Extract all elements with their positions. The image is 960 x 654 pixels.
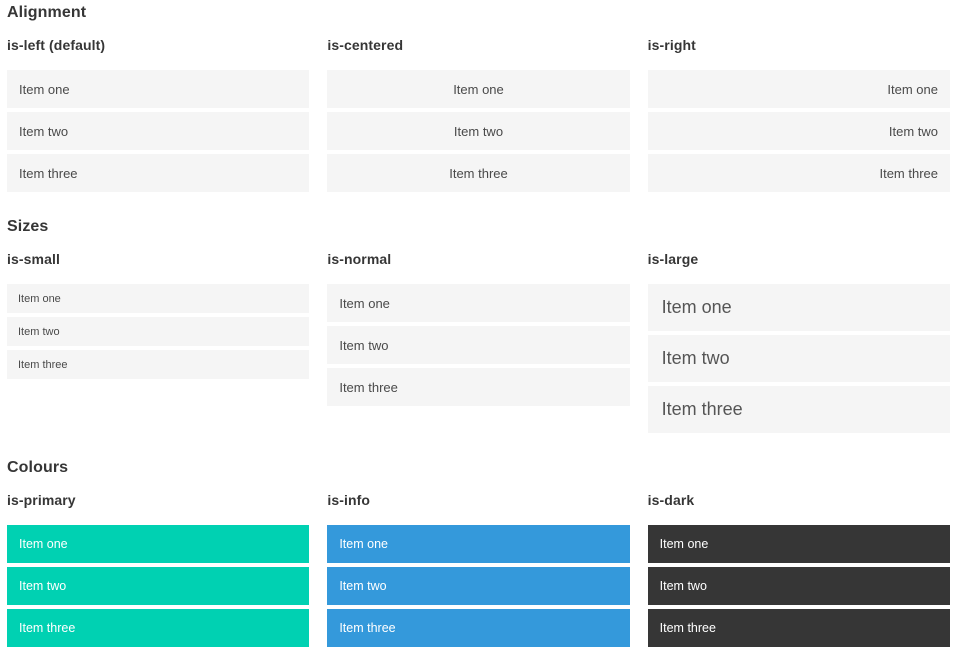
group-label: is-centered [327,37,404,53]
list-is-primary: Item one Item two Item three [7,525,310,647]
list-item: Item three [647,154,950,192]
list-item: Item two [647,567,950,605]
list-item: Item one [647,70,950,108]
sizes-row: is-small Item one Item two Item three is… [7,251,950,437]
group-label: is-primary [7,492,76,508]
list-item: Item three [7,154,310,192]
group-label: is-info [327,492,371,508]
group-label: is-dark [647,492,695,508]
group-is-left: is-left (default) Item one Item two Item… [7,37,310,196]
group-label: is-normal [327,251,392,267]
list-item: Item two [327,326,630,364]
list-item: Item one [7,284,310,313]
list-item: Item one [327,284,630,322]
group-is-right: is-right Item one Item two Item three [647,37,950,196]
group-is-normal: is-normal Item one Item two Item three [327,251,630,410]
colours-row: is-primary Item one Item two Item three … [7,492,950,651]
list-item: Item one [7,525,310,563]
list-item: Item one [7,70,310,108]
group-is-large: is-large Item one Item two Item three [647,251,950,437]
group-label: is-small [7,251,60,267]
list-is-large: Item one Item two Item three [647,284,950,433]
list-is-small: Item one Item two Item three [7,284,310,379]
group-label: is-large [647,251,699,267]
list-item: Item one [327,525,630,563]
list-item: Item two [647,335,950,382]
list-item: Item two [7,567,310,605]
group-is-info: is-info Item one Item two Item three [327,492,630,651]
list-item: Item one [327,70,630,108]
section-title-colours: Colours [7,459,69,476]
list-is-right: Item one Item two Item three [647,70,950,192]
list-is-centered: Item one Item two Item three [327,70,630,192]
group-is-small: is-small Item one Item two Item three [7,251,310,383]
group-is-centered: is-centered Item one Item two Item three [327,37,630,196]
list-item: Item two [327,112,630,150]
list-item: Item three [7,350,310,379]
list-item: Item three [327,609,630,647]
list-item: Item one [647,525,950,563]
list-item: Item two [327,567,630,605]
section-title-alignment: Alignment [7,4,87,21]
group-label: is-right [647,37,696,53]
list-is-dark: Item one Item two Item three [647,525,950,647]
alignment-row: is-left (default) Item one Item two Item… [7,37,950,196]
list-is-info: Item one Item two Item three [327,525,630,647]
list-item: Item three [7,609,310,647]
list-is-left: Item one Item two Item three [7,70,310,192]
list-item: Item three [327,368,630,406]
section-title-sizes: Sizes [7,218,49,235]
list-item: Item three [647,609,950,647]
list-item: Item one [647,284,950,331]
list-is-normal: Item one Item two Item three [327,284,630,406]
group-is-dark: is-dark Item one Item two Item three [647,492,950,651]
group-is-primary: is-primary Item one Item two Item three [7,492,310,651]
list-item: Item three [647,386,950,433]
group-label: is-left (default) [7,37,106,53]
list-item: Item two [7,317,310,346]
list-item: Item three [327,154,630,192]
list-item: Item two [7,112,310,150]
list-item: Item two [647,112,950,150]
